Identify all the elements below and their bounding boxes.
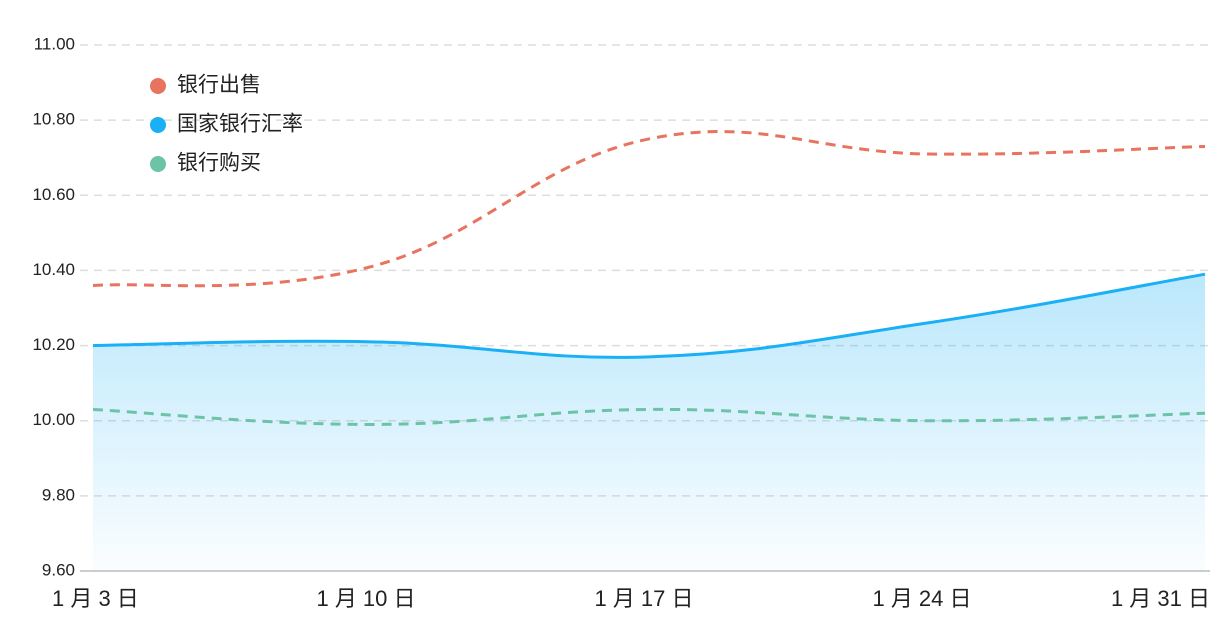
y-tick-label: 10.20: [32, 335, 75, 354]
x-tick-label: 1 月 10 日: [316, 586, 415, 611]
legend-marker: [150, 156, 166, 172]
area: [93, 274, 1205, 571]
legend-marker: [150, 78, 166, 94]
x-tick-label: 1 月 24 日: [872, 586, 971, 611]
x-tick-label: 1 月 3 日: [52, 586, 139, 611]
y-tick-label: 10.80: [32, 110, 75, 129]
y-tick-label: 10.60: [32, 185, 75, 204]
y-tick-label: 11.00: [34, 34, 75, 53]
y-tick-label: 9.60: [42, 560, 75, 579]
y-tick-label: 10.00: [32, 410, 75, 429]
x-tick-label: 1 月 17 日: [594, 586, 693, 611]
legend-label: 国家银行汇率: [177, 113, 303, 136]
x-tick-label: 1 月 31 日: [1111, 586, 1210, 611]
y-tick-label: 9.80: [42, 485, 75, 504]
legend-label: 银行出售: [177, 74, 261, 97]
legend-label: 银行购买: [177, 152, 261, 175]
legend-marker: [150, 117, 166, 133]
line: [92, 272, 1206, 359]
line: [92, 407, 1206, 426]
y-tick-label: 10.40: [32, 260, 75, 279]
line: [92, 130, 1206, 288]
